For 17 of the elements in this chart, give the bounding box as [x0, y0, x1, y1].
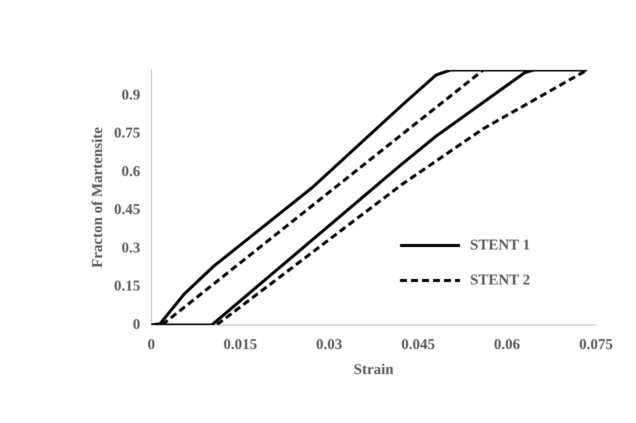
y-tick-label: 0.15: [114, 278, 140, 295]
y-tick-label: 0: [132, 316, 140, 333]
y-axis-title: Fracton of Martensite: [90, 126, 106, 268]
x-tick-label: 0.06: [494, 336, 521, 353]
y-tick-label: 0.45: [114, 202, 140, 218]
x-tick-label: 0: [148, 336, 155, 353]
x-tick-label: 0.03: [316, 336, 342, 353]
x-tick-label: 0.075: [579, 336, 613, 353]
legend-label: STENT 1: [470, 237, 530, 254]
y-tick-label: 0.3: [122, 240, 140, 256]
x-axis-title: Strain: [354, 362, 394, 378]
legend-label: STENT 2: [470, 272, 530, 288]
y-tick-label: 0.6: [122, 164, 141, 180]
x-tick-label: 0.045: [401, 336, 435, 353]
x-tick-label: 0.015: [223, 336, 258, 353]
y-tick-label: 0.9: [122, 87, 140, 104]
y-tick-label: 0.75: [114, 126, 140, 142]
